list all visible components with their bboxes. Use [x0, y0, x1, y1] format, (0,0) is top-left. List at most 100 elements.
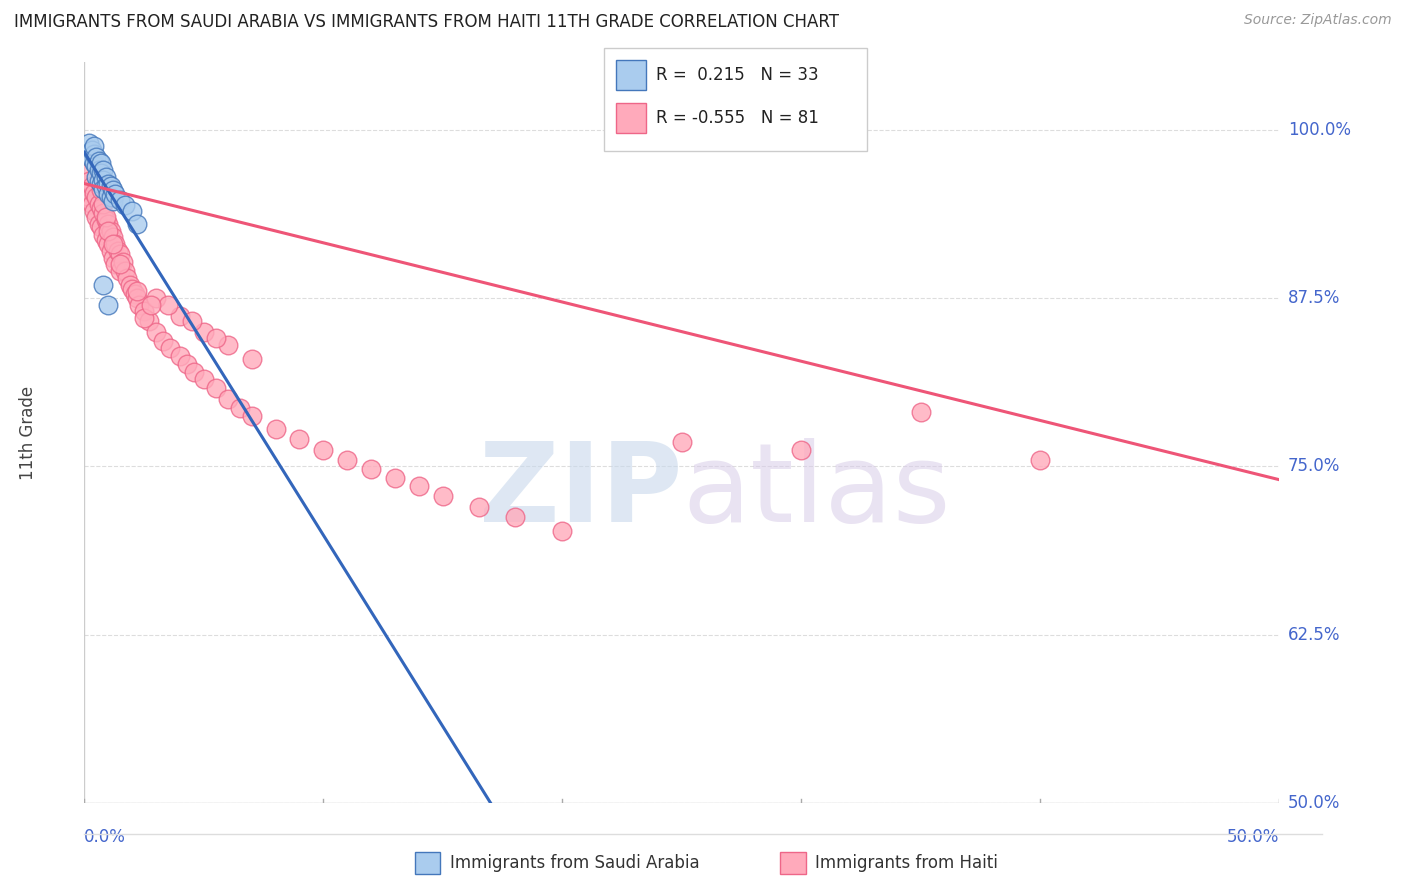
Text: 100.0%: 100.0%	[1288, 120, 1351, 139]
Point	[217, 338, 239, 352]
Point	[145, 291, 167, 305]
Point	[77, 190, 100, 204]
Bar	[616, 103, 647, 133]
Point	[93, 163, 115, 178]
Point	[101, 194, 124, 208]
Point	[157, 298, 180, 312]
Point	[125, 217, 148, 231]
Point	[118, 277, 141, 292]
Point	[90, 201, 112, 215]
Point	[125, 291, 148, 305]
Point	[87, 174, 110, 188]
Point	[83, 139, 105, 153]
Point	[93, 277, 115, 292]
Text: 50.0%: 50.0%	[1227, 828, 1279, 846]
Text: Immigrants from Saudi Arabia: Immigrants from Saudi Arabia	[450, 855, 700, 872]
Point	[80, 196, 103, 211]
Point	[100, 224, 122, 238]
Point	[408, 479, 430, 493]
Point	[100, 190, 122, 204]
Point	[94, 213, 117, 227]
Point	[336, 452, 359, 467]
Point	[77, 174, 100, 188]
Point	[432, 489, 454, 503]
Point	[110, 264, 132, 278]
Point	[110, 257, 132, 271]
Point	[117, 270, 139, 285]
Text: IMMIGRANTS FROM SAUDI ARABIA VS IMMIGRANTS FROM HAITI 11TH GRADE CORRELATION CHA: IMMIGRANTS FROM SAUDI ARABIA VS IMMIGRAN…	[14, 13, 839, 31]
Point	[360, 462, 382, 476]
Text: 62.5%: 62.5%	[1288, 625, 1340, 643]
Point	[94, 211, 117, 225]
Point	[90, 183, 112, 197]
FancyBboxPatch shape	[605, 47, 868, 152]
Point	[132, 304, 156, 318]
Point	[169, 309, 191, 323]
Point	[93, 227, 115, 242]
Point	[76, 166, 98, 180]
Text: 75.0%: 75.0%	[1288, 458, 1340, 475]
Point	[100, 244, 122, 258]
Point	[87, 217, 110, 231]
Text: Immigrants from Haiti: Immigrants from Haiti	[815, 855, 998, 872]
Point	[790, 443, 813, 458]
Point	[87, 196, 110, 211]
Point	[97, 224, 120, 238]
Point	[101, 183, 124, 197]
Text: R = -0.555   N = 81: R = -0.555 N = 81	[655, 109, 818, 127]
Point	[503, 510, 526, 524]
Point	[83, 156, 105, 170]
Point	[121, 282, 143, 296]
Point	[80, 143, 103, 157]
Text: R =  0.215   N = 33: R = 0.215 N = 33	[655, 66, 818, 84]
Point	[86, 190, 108, 204]
Point	[94, 179, 117, 194]
Point	[468, 500, 491, 514]
Point	[93, 196, 115, 211]
Point	[86, 159, 108, 173]
Point	[101, 237, 124, 252]
Point	[97, 298, 120, 312]
Point	[205, 381, 228, 395]
Point	[240, 351, 263, 366]
Point	[104, 187, 127, 202]
Point	[80, 179, 103, 194]
Point	[1029, 452, 1052, 467]
Point	[110, 246, 132, 260]
Text: Source: ZipAtlas.com: Source: ZipAtlas.com	[1244, 13, 1392, 28]
Point	[87, 153, 110, 168]
Point	[93, 172, 115, 186]
Point	[100, 179, 122, 194]
Point	[910, 405, 932, 419]
Point	[83, 147, 105, 161]
Text: atlas: atlas	[682, 438, 950, 545]
Point	[114, 198, 136, 212]
Point	[312, 443, 335, 458]
Point	[193, 372, 215, 386]
Point	[145, 325, 167, 339]
Point	[90, 177, 112, 191]
Point	[101, 251, 124, 265]
Point	[138, 314, 160, 328]
Point	[121, 203, 143, 218]
Text: 0.0%: 0.0%	[84, 828, 127, 846]
Point	[159, 341, 181, 355]
Point	[90, 166, 112, 180]
Point	[93, 182, 115, 196]
Point	[181, 314, 204, 328]
Point	[86, 211, 108, 225]
Point	[110, 193, 132, 207]
Point	[141, 298, 163, 312]
Point	[132, 311, 156, 326]
Point	[125, 285, 148, 299]
Point	[240, 409, 263, 424]
Point	[205, 331, 228, 345]
Point	[87, 163, 110, 178]
Point	[104, 257, 127, 271]
Point	[93, 206, 115, 220]
Point	[671, 435, 693, 450]
Point	[104, 237, 127, 252]
Text: 11th Grade: 11th Grade	[18, 385, 37, 480]
Point	[229, 401, 252, 416]
Point	[551, 524, 574, 538]
